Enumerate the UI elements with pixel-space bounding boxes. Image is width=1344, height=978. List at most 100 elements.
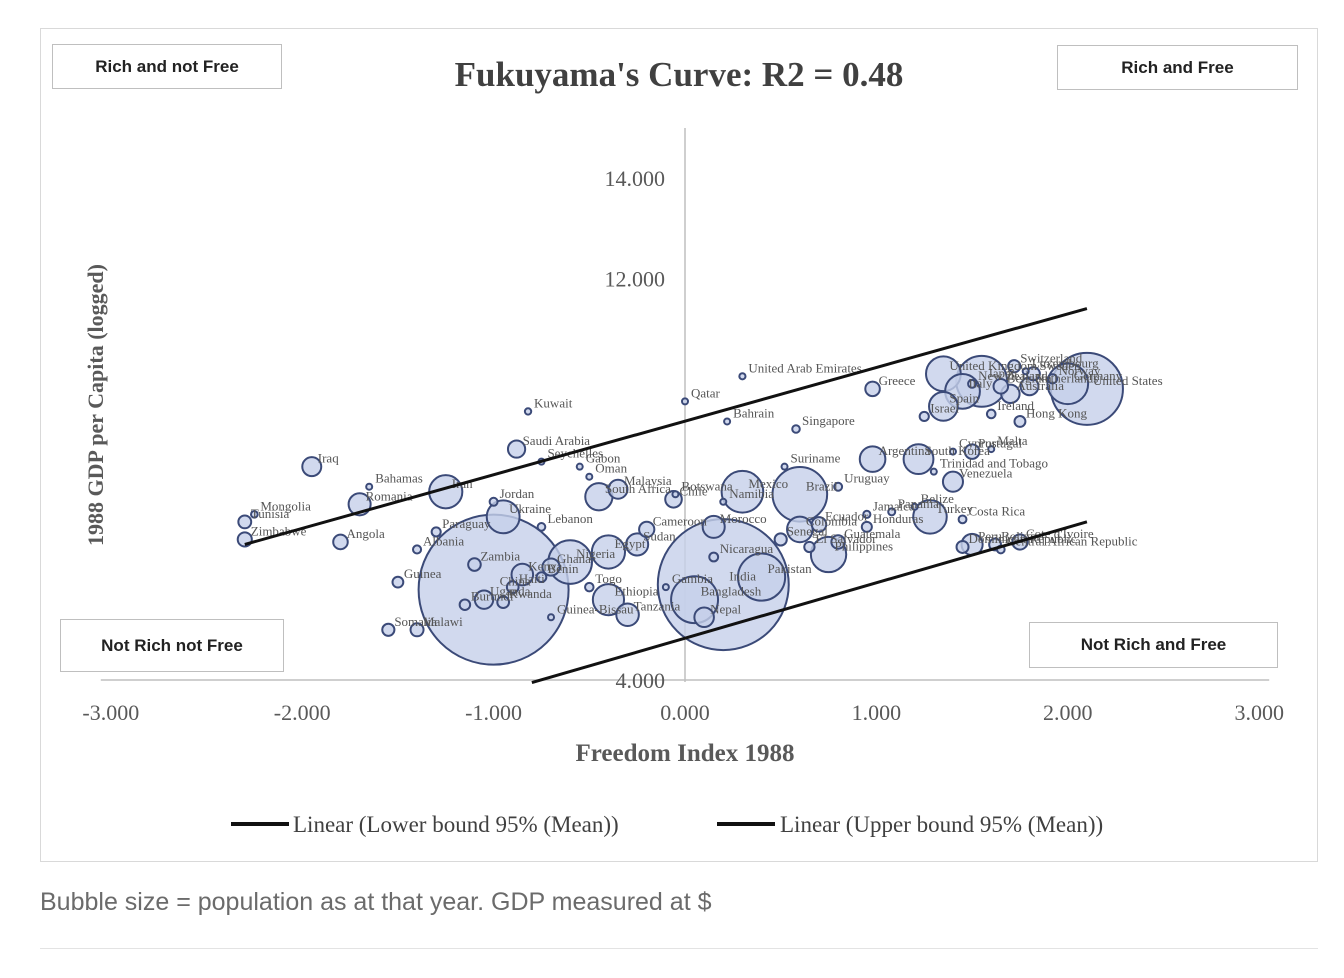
bubble-label: Albania [423,533,464,548]
bubble-label: Oman [595,461,627,476]
bubble-label: Morocco [720,511,767,526]
bubble-label: Malaysia [624,473,672,488]
bubble-label: Singapore [802,413,855,428]
bubble-label: Trinidad and Tobago [940,456,1048,471]
bubble-point [810,516,828,533]
bubble-point [955,539,970,554]
x-tick-label: -1.000 [465,700,522,725]
bubble-label: Ukraine [509,501,551,516]
bubble-point [575,462,584,471]
bubble-point [693,606,715,629]
bubble-label: Uganda [490,584,531,599]
bubble-point [987,445,996,454]
bubble-point [862,509,872,519]
bubble-point [902,443,935,476]
bubble-point [1046,373,1059,385]
bubble-label: Qatar [691,385,721,400]
bubble-point [365,482,374,491]
chart-frame: Fukuyama's Curve: R2 = 0.48 -3.000 -2.000 -… [40,28,1318,862]
bubble-label: Somalia [394,614,437,629]
bubble-point [780,462,789,471]
trend-line [244,307,1088,546]
bubble-point [485,499,521,535]
bubble-point [523,407,533,416]
bubble-point [803,540,816,554]
x-tick-label: 2.000 [1043,700,1093,725]
x-tick-label: 3.000 [1234,700,1284,725]
bubble-label: Peru [978,528,1002,543]
bubble-point [701,514,726,539]
bubble-point [736,552,787,602]
bubble-label: Panama [898,496,939,511]
bubble-label: Turkey [936,501,974,516]
y-axis-title: 1988 GDP per Capita (logged) [83,264,108,546]
bubble-point [910,502,919,511]
bubble-point [941,470,964,493]
bubble-point [391,575,405,589]
bubble-point [505,580,520,594]
y-tick-label: 14.000 [605,166,666,191]
bubble-point [929,467,938,476]
bubble-point [536,522,547,532]
quadrant-bottom-left: Not Rich not Free [60,619,284,672]
bubble-label: Romania [366,488,413,503]
bubble-label: South Korea [925,443,991,458]
bubble-point [992,378,1010,395]
legend-entry: Linear (Lower bound 95% (Mean)) [293,812,619,837]
bubble-point [584,581,595,593]
bubble-point [773,532,788,547]
bubble-label: Guinea [404,566,442,581]
bubble-point [967,378,978,389]
bubble-point [506,439,527,459]
bubble-label: Sudan [643,528,676,543]
bubble-point [963,443,981,460]
bubble-point [671,490,680,499]
bubble-point [719,497,728,506]
bubble-label: United States [1093,373,1163,388]
bubble-label: China [500,574,531,589]
bubble-label: Ecuador [825,508,869,523]
bubble-label: Angola [346,526,385,541]
bubble-label: Brazil [806,478,838,493]
quadrant-top-right: Rich and Free [1057,45,1298,90]
bubble-point [301,456,323,478]
y-tick-label: 12.000 [605,266,666,291]
quadrant-bottom-right: Not Rich and Free [1029,622,1278,668]
bubble-label: Bahrain [733,405,775,420]
bubble-label: Chile [680,483,708,498]
bubble-point [723,417,732,426]
bubble-label: Ghana [557,551,591,566]
bubble-label: Australia [1016,378,1064,393]
bubble-point [833,481,844,492]
bubble-label: Jamaica [873,498,915,513]
bubble-label: Ethiopia [614,584,658,599]
bubble-point [1007,359,1022,374]
bubble-point [625,532,650,557]
bubble-label: Guinea-Bissau [557,601,634,616]
bubble-label: Burundi [471,589,514,604]
bubble-point [985,408,997,420]
bubble-point [957,514,968,525]
bubble-label: Switzerland [1020,350,1083,365]
bubble-label: Kuwait [534,395,573,410]
bubble-label: Luxembourg [1032,355,1099,370]
bubble-point [541,557,561,577]
bubble-label: United Arab Emirates [748,360,861,375]
bubble-label: Cote d'Ivoire [1026,526,1094,541]
bubble-label: Cameroon [653,513,708,528]
bubble-label: Zambia [480,549,520,564]
bubble-label: Kenya [528,559,562,574]
bubble-label: Nepal [710,601,741,616]
bubble-point [381,622,396,637]
bubble-label: Tanzania [634,599,681,614]
bubble-label: New Zealand [978,368,1048,383]
bubble-label: India [729,569,756,584]
bubble-label: Suriname [791,451,841,466]
bubble-point [1013,415,1027,428]
bubble-label: Philippines [835,539,894,554]
bubble-label: Spain [949,390,979,405]
bubble-point [467,557,482,572]
bubble-label: Bahamas [375,471,423,486]
bubble-point [615,602,640,628]
bubble-label: Haiti [519,571,545,586]
